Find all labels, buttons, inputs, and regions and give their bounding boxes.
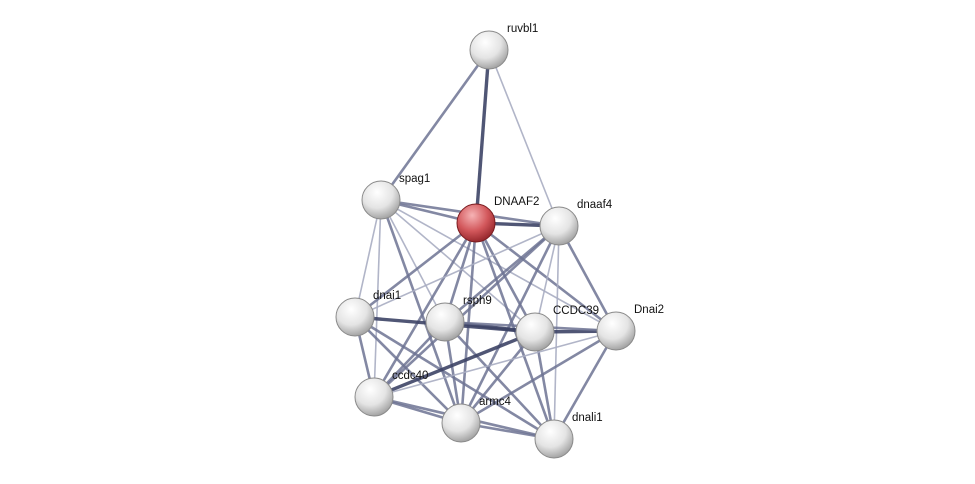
node-label: dnaaf4 <box>577 199 613 211</box>
nodes: ruvbl1 spag1 DNAAF2 dnaaf4 dnai1 rsph9 CCDC39 D… <box>335 23 664 459</box>
node-label: armc4 <box>479 396 512 408</box>
node-label: dnai1 <box>373 290 401 302</box>
node-Dnai2[interactable]: Dnai2 <box>596 304 664 351</box>
node-sphere[interactable] <box>425 302 465 342</box>
edge-dnaaf4-Dnai2[interactable] <box>557 225 618 332</box>
node-sphere[interactable] <box>596 311 636 351</box>
edge-DNAAF2-CCDC39[interactable] <box>474 222 537 333</box>
node-label: ccdc40 <box>392 370 428 382</box>
edge-Dnai2-armc4[interactable] <box>460 329 617 425</box>
node-sphere[interactable] <box>354 377 394 417</box>
edge-Dnai2-dnali1[interactable] <box>552 330 618 440</box>
edge-DNAAF2-dnai1[interactable] <box>354 221 477 319</box>
edge-DNAAF2-ccdc40[interactable] <box>372 222 478 398</box>
edge-spag1-dnai1[interactable] <box>354 199 382 318</box>
edge-spag1-armc4[interactable] <box>379 199 463 424</box>
node-spag1[interactable]: spag1 <box>361 173 430 220</box>
node-sphere[interactable] <box>456 203 496 243</box>
node-label: ruvbl1 <box>507 23 538 35</box>
node-sphere[interactable] <box>361 180 401 220</box>
node-sphere[interactable] <box>515 312 555 352</box>
edge-CCDC39-armc4[interactable] <box>459 331 537 424</box>
node-sphere[interactable] <box>469 30 509 70</box>
edge-rsph9-dnali1[interactable] <box>444 321 555 440</box>
edge-dnai1-armc4[interactable] <box>354 316 462 424</box>
node-sphere[interactable] <box>534 419 574 459</box>
node-dnali1[interactable]: dnali1 <box>534 412 603 459</box>
node-sphere[interactable] <box>539 206 579 246</box>
node-ccdc40[interactable]: ccdc40 <box>354 370 428 417</box>
edge-DNAAF2-Dnai2[interactable] <box>475 221 617 333</box>
node-label: Dnai2 <box>634 304 664 316</box>
node-label: rsph9 <box>463 295 492 307</box>
edge-CCDC39-ccdc40[interactable] <box>373 330 536 399</box>
node-sphere[interactable] <box>335 297 375 337</box>
node-label: DNAAF2 <box>494 196 539 208</box>
node-DNAAF2[interactable]: DNAAF2 <box>456 196 539 243</box>
node-ruvbl1[interactable]: ruvbl1 <box>469 23 538 70</box>
edge-spag1-CCDC39[interactable] <box>380 199 536 333</box>
node-CCDC39[interactable]: CCDC39 <box>515 305 599 352</box>
edge-ruvbl1-spag1[interactable] <box>379 49 491 201</box>
node-label: CCDC39 <box>553 305 599 317</box>
edge-Dnai2-ccdc40[interactable] <box>373 330 617 398</box>
node-rsph9[interactable]: rsph9 <box>425 295 492 342</box>
node-sphere[interactable] <box>441 403 481 443</box>
edge-ruvbl1-dnaaf4[interactable] <box>488 49 560 227</box>
node-label: spag1 <box>399 173 430 185</box>
edge-spag1-rsph9[interactable] <box>380 199 446 323</box>
edge-ruvbl1-DNAAF2[interactable] <box>474 49 491 224</box>
node-dnai1[interactable]: dnai1 <box>335 290 401 337</box>
node-armc4[interactable]: armc4 <box>441 396 512 443</box>
edge-dnaaf4-dnai1[interactable] <box>354 225 560 318</box>
node-label: dnali1 <box>572 412 603 424</box>
node-dnaaf4[interactable]: dnaaf4 <box>539 199 613 246</box>
